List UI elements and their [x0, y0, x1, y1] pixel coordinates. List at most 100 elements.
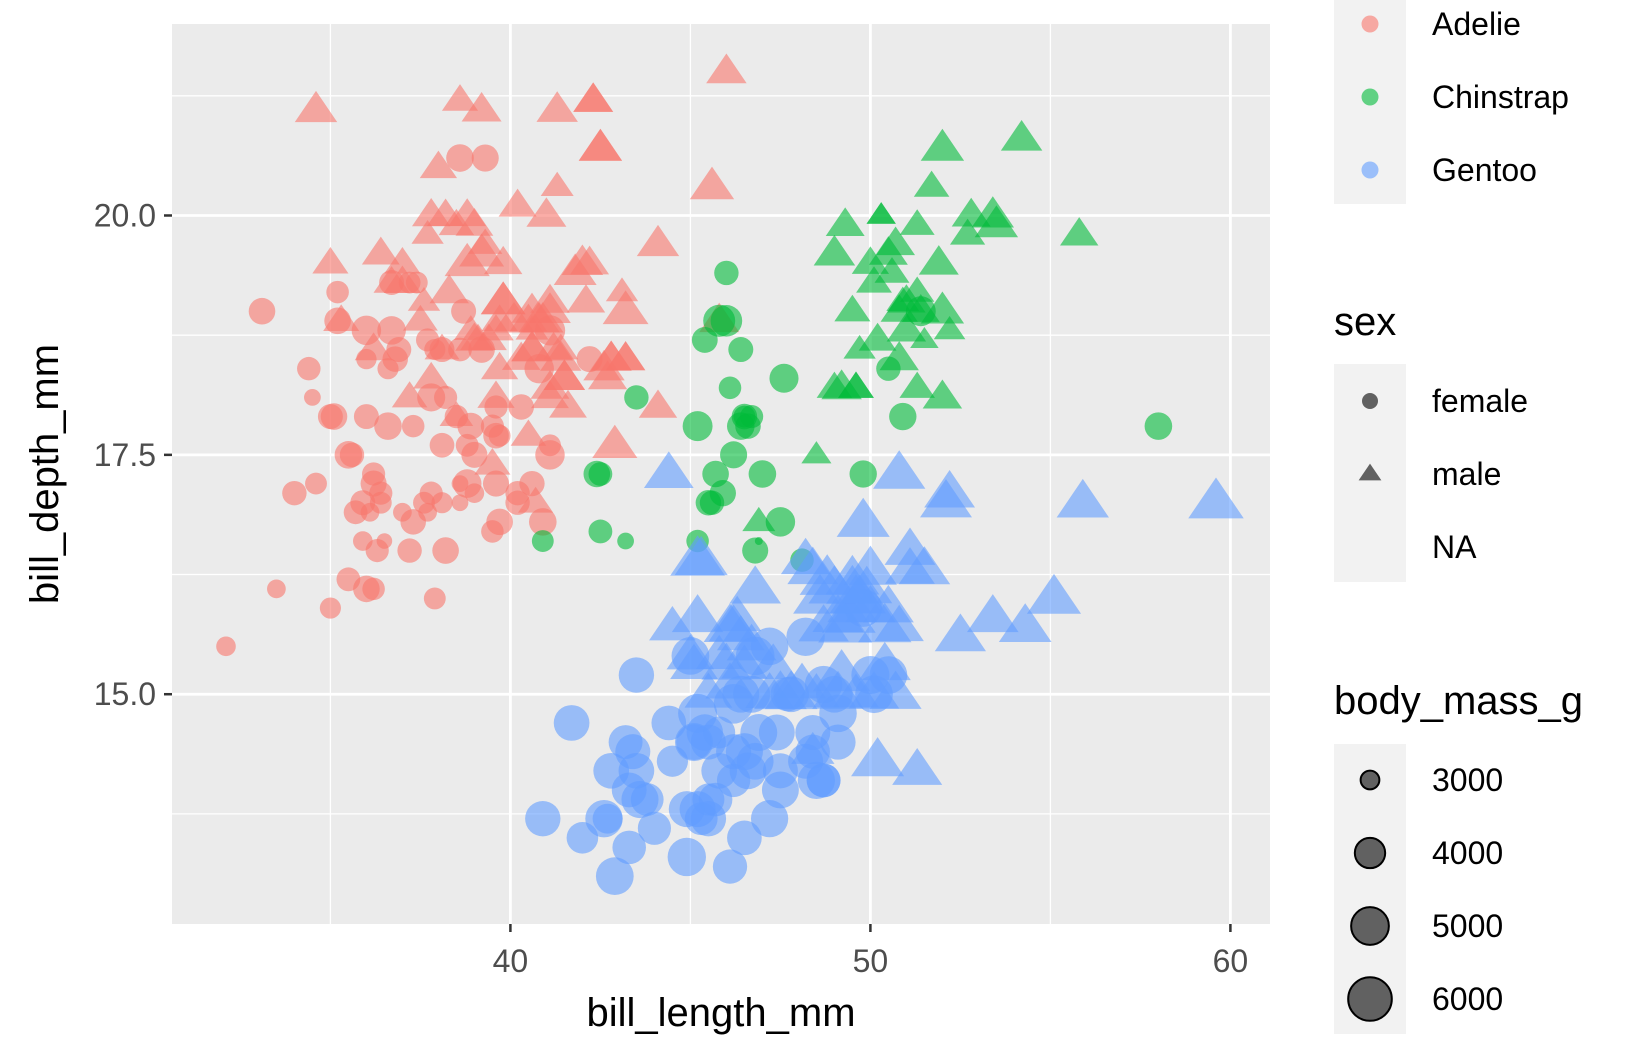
data-point-circle: [849, 460, 877, 488]
x-tick-label: 40: [493, 943, 529, 979]
data-point-triangle: [843, 545, 897, 585]
data-point-triangle: [910, 326, 939, 348]
data-point-triangle: [1000, 120, 1043, 151]
legend-sex-label: NA: [1432, 529, 1477, 565]
data-point-triangle: [858, 641, 911, 681]
data-point-triangle: [791, 731, 835, 764]
data-point-circle: [539, 434, 561, 457]
data-point-circle: [397, 538, 422, 563]
data-point-circle: [588, 462, 613, 486]
data-point-triangle: [825, 207, 865, 237]
legend-sex: sex female male NA: [1334, 300, 1528, 582]
data-point-triangle: [922, 379, 963, 409]
data-point-triangle: [468, 228, 503, 254]
data-point-triangle: [643, 451, 694, 489]
data-point-triangle: [1026, 573, 1082, 614]
legend-sex-title: sex: [1334, 300, 1396, 344]
data-point-circle: [451, 494, 469, 512]
data-points: [216, 53, 1244, 895]
data-point-triangle: [549, 389, 587, 418]
data-point-triangle: [536, 91, 578, 122]
data-point-circle: [432, 537, 459, 564]
data-point-circle: [765, 507, 796, 537]
legend-sex-key-circle: [1362, 393, 1378, 409]
data-point-circle: [248, 297, 276, 325]
data-point-triangle: [592, 424, 638, 459]
legend-body-mass-title: body_mass_g: [1334, 679, 1583, 723]
data-point-triangle: [361, 236, 400, 265]
data-point-triangle: [934, 613, 987, 652]
data-point-triangle: [886, 312, 927, 342]
data-point-circle: [320, 403, 348, 430]
data-point-triangle: [705, 662, 755, 699]
data-point-circle: [434, 385, 458, 409]
data-point-triangle: [920, 291, 965, 324]
data-point-circle: [531, 530, 554, 552]
data-point-circle: [519, 470, 545, 497]
data-point-circle: [612, 830, 646, 865]
y-tick-label: 20.0: [94, 197, 156, 233]
data-point-circle: [714, 260, 739, 286]
data-point-circle: [718, 376, 742, 400]
y-tick-label: 15.0: [94, 676, 156, 712]
data-point-triangle: [869, 670, 922, 709]
data-point-triangle: [887, 284, 926, 313]
data-point-circle: [769, 363, 799, 393]
data-point-circle: [710, 305, 743, 337]
data-point-triangle: [851, 246, 890, 274]
data-point-triangle: [1056, 478, 1109, 518]
data-point-triangle: [856, 266, 892, 293]
data-point-circle: [369, 481, 393, 505]
data-point-triangle: [966, 594, 1019, 633]
data-point-triangle: [742, 506, 776, 532]
data-point-triangle: [540, 171, 574, 197]
data-point-triangle: [510, 419, 547, 446]
legend-body-mass-label: 3000: [1432, 762, 1503, 798]
data-point-circle: [461, 441, 488, 468]
data-point-triangle: [913, 170, 950, 197]
data-point-circle: [446, 144, 474, 172]
data-point-triangle: [879, 341, 919, 371]
data-point-circle: [401, 414, 425, 438]
data-point-triangle: [474, 448, 511, 475]
data-point-triangle: [843, 334, 876, 359]
data-point-circle: [651, 705, 687, 741]
data-point-circle: [482, 470, 510, 497]
data-point-triangle: [573, 82, 614, 112]
data-point-triangle: [876, 226, 916, 256]
legend-species-key: [1361, 161, 1379, 179]
data-point-triangle: [543, 359, 586, 390]
data-point-circle: [362, 462, 386, 486]
y-axis-title: bill_depth_mm: [23, 344, 67, 604]
data-point-triangle: [933, 316, 966, 340]
data-point-triangle: [833, 574, 886, 614]
data-point-circle: [429, 432, 455, 458]
legend-body-mass: body_mass_g 3000 4000 5000 6000: [1334, 679, 1583, 1034]
data-point-circle: [728, 337, 754, 363]
data-point-triangle: [674, 536, 728, 576]
data-point-circle: [339, 442, 365, 468]
x-tick-label: 50: [853, 943, 889, 979]
legend-body-mass-key: [1350, 906, 1390, 946]
legend-species: Adelie Chinstrap Gentoo: [1334, 0, 1569, 204]
data-point-circle: [630, 783, 664, 816]
data-point-triangle: [924, 470, 976, 508]
data-point-triangle: [411, 219, 444, 244]
data-point-triangle: [413, 361, 450, 389]
data-point-circle: [305, 472, 327, 495]
data-point-circle: [720, 441, 748, 469]
data-point-triangle: [534, 331, 574, 361]
data-point-triangle: [570, 245, 610, 275]
data-point-triangle: [461, 91, 502, 122]
data-point-circle: [1144, 412, 1173, 440]
data-point-triangle: [384, 246, 421, 274]
data-point-triangle: [477, 380, 515, 408]
data-point-triangle: [517, 486, 554, 513]
data-point-triangle: [566, 284, 606, 313]
data-point-triangle: [480, 351, 519, 380]
legend-body-mass-label: 4000: [1432, 835, 1503, 871]
legend-species-label: Adelie: [1432, 6, 1521, 42]
data-point-circle: [750, 800, 789, 838]
legend-body-mass-key: [1359, 769, 1381, 791]
